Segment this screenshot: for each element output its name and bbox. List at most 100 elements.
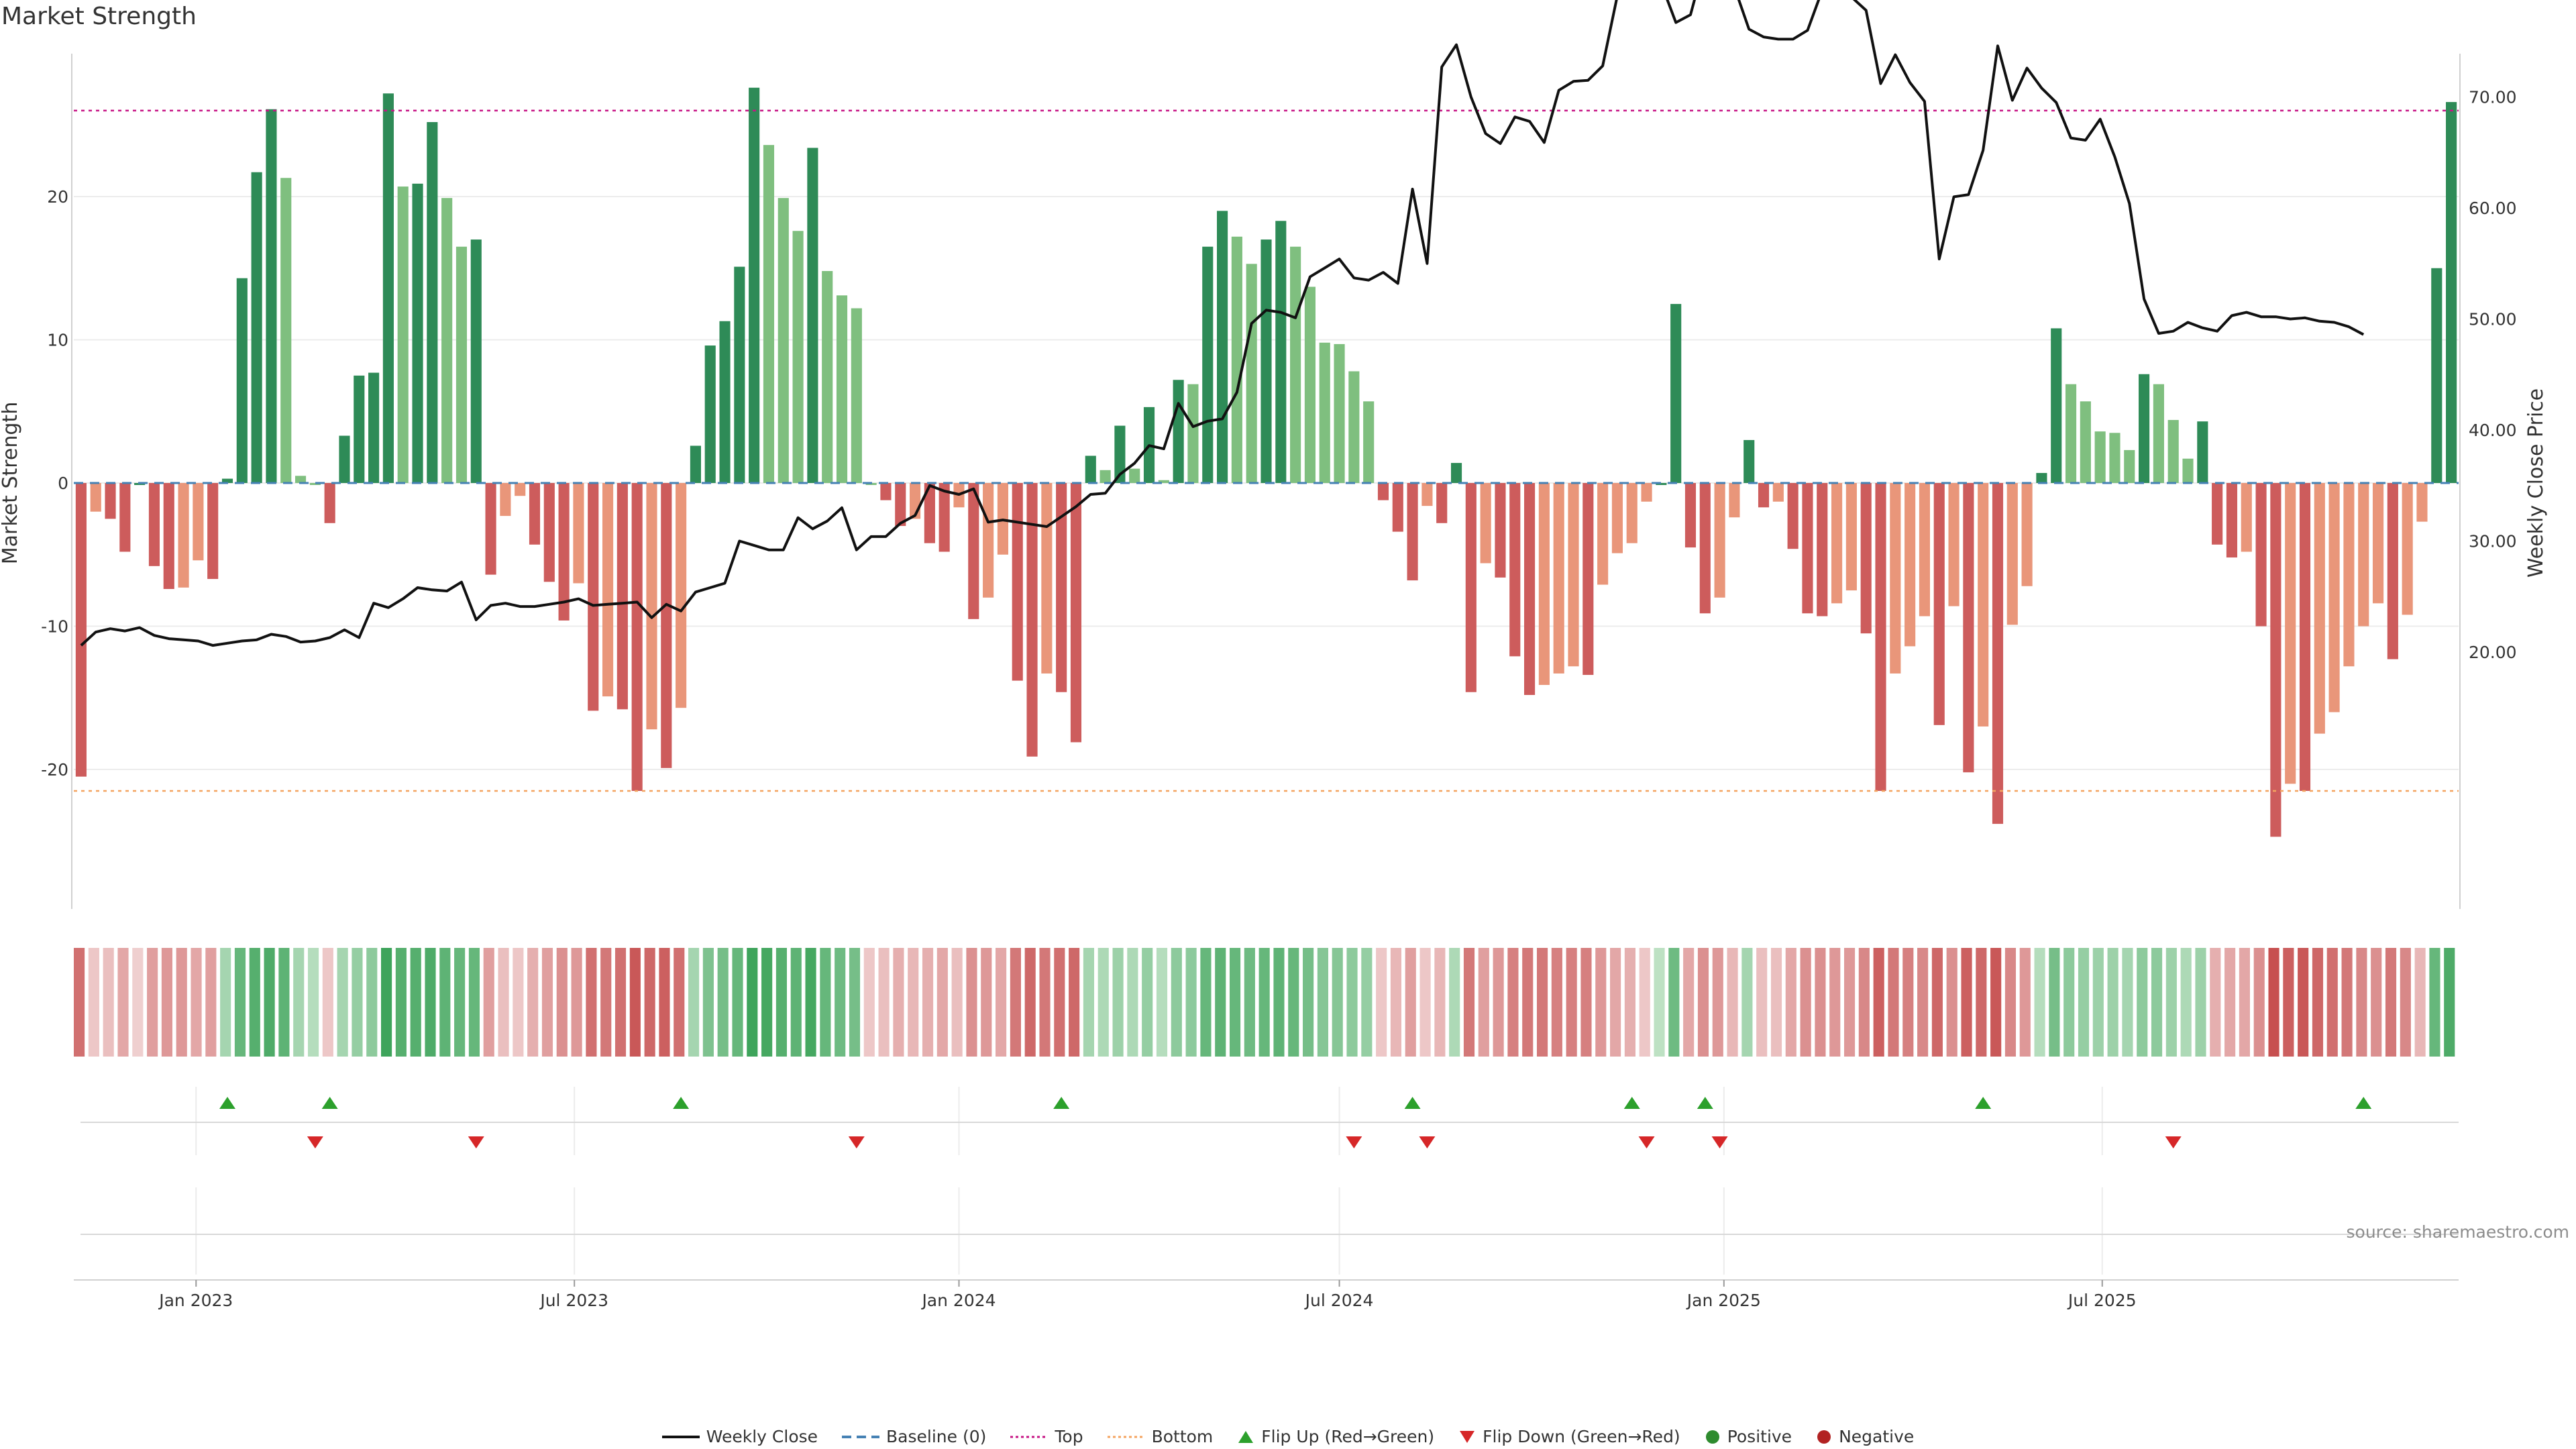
strength-bar	[1670, 304, 1682, 483]
legend-bottom: Bottom	[1107, 1427, 1213, 1446]
heat-cell	[307, 948, 319, 1057]
heat-cell	[922, 948, 934, 1057]
strength-bar	[1348, 371, 1360, 483]
heat-cell	[1185, 948, 1197, 1057]
strength-bar	[1875, 483, 1886, 792]
strength-bar	[661, 483, 672, 768]
heat-cell	[117, 948, 129, 1057]
strength-bar	[2314, 483, 2325, 734]
strength-bar	[616, 483, 628, 710]
heat-cell	[717, 948, 729, 1057]
heat-cell	[249, 948, 260, 1057]
heat-cell	[702, 948, 714, 1057]
heat-cell	[1624, 948, 1635, 1057]
strength-bar	[1129, 468, 1140, 483]
strength-bar	[397, 186, 409, 483]
heat-cell	[2400, 948, 2411, 1057]
heat-cell	[644, 948, 655, 1057]
flip-down-marker	[2165, 1136, 2182, 1148]
strength-bar	[1495, 483, 1506, 578]
strength-bar	[1012, 483, 1023, 681]
y-axis-label: Market Strength	[0, 402, 22, 564]
heat-cell	[264, 948, 275, 1057]
heat-cell	[1683, 948, 1695, 1057]
x-tick-label: Jan 2023	[158, 1291, 233, 1310]
heat-cell	[1405, 948, 1416, 1057]
heat-cell	[1449, 948, 1460, 1057]
strength-bar	[1743, 439, 1755, 483]
strength-bar	[105, 483, 116, 519]
heat-cell	[2283, 948, 2294, 1057]
chart-title: Market Strength	[1, 3, 197, 30]
strength-bar	[2446, 102, 2457, 484]
strength-bar	[1904, 483, 1916, 647]
heat-cell	[103, 948, 114, 1057]
heat-cell	[2137, 948, 2148, 1057]
strength-bar	[1392, 483, 1403, 532]
heat-cell	[674, 948, 685, 1057]
heat-cell	[2049, 948, 2060, 1057]
source-credit: source: sharemaestro.com	[2346, 1222, 2570, 1242]
heat-cell	[1770, 948, 1782, 1057]
heat-cell	[2092, 948, 2104, 1057]
strength-bar	[836, 295, 848, 483]
strength-bar	[294, 476, 307, 483]
strength-bar	[1217, 211, 1228, 483]
heat-cell	[1200, 948, 1212, 1057]
heat-cell	[1493, 948, 1504, 1057]
heat-cell	[614, 948, 627, 1057]
strength-bar	[763, 145, 775, 483]
strength-bar	[1787, 483, 1799, 549]
strength-bar	[2255, 483, 2267, 627]
heat-cell	[966, 948, 977, 1057]
heat-cell	[425, 948, 436, 1057]
heat-cell	[747, 948, 758, 1057]
strength-bar	[485, 483, 496, 575]
heat-cell	[863, 948, 875, 1057]
strength-bar	[280, 178, 292, 483]
strength-bar	[1553, 483, 1564, 674]
strength-bar	[500, 483, 511, 517]
strength-bar	[1802, 483, 1813, 614]
strength-bar	[1377, 483, 1389, 500]
heat-cell	[395, 948, 407, 1057]
flip-down-marker	[307, 1136, 323, 1148]
strength-bar	[1714, 483, 1725, 598]
strength-bar	[1099, 470, 1111, 483]
strength-bars	[75, 87, 2457, 837]
heat-cell	[1478, 948, 1489, 1057]
legend-label: Weekly Close	[706, 1427, 818, 1446]
strength-bar	[207, 483, 219, 580]
heat-cell	[571, 948, 582, 1057]
heat-cell	[775, 948, 788, 1057]
strength-bar	[1260, 239, 1272, 483]
strength-bar	[573, 483, 584, 584]
strength-bar	[1319, 342, 1330, 483]
strength-bar	[1202, 246, 1214, 483]
heat-cell	[1097, 948, 1109, 1057]
legend-label: Flip Up (Red→Green)	[1261, 1427, 1435, 1446]
strength-bar	[1582, 483, 1594, 676]
heat-cell	[1215, 948, 1226, 1057]
strength-bar	[676, 483, 687, 708]
triangle-up-icon	[1238, 1430, 1254, 1443]
flip-up-marker	[219, 1097, 236, 1109]
strength-bar	[412, 183, 423, 483]
legend-label: Top	[1055, 1427, 1083, 1446]
heat-cell	[1390, 948, 1402, 1057]
heat-cell	[498, 948, 509, 1057]
flip-down-marker	[1711, 1136, 1728, 1148]
legend-weekly-close: Weekly Close	[661, 1427, 818, 1446]
heat-cell	[1258, 948, 1270, 1057]
heat-cell	[1961, 948, 1972, 1057]
heat-cell	[410, 948, 421, 1057]
legend-top: Top	[1010, 1427, 1083, 1446]
heat-cell	[1346, 948, 1358, 1057]
heat-cell	[2312, 948, 2324, 1057]
y2-axis-label: Weekly Close Price	[2524, 388, 2548, 578]
strength-bar	[1290, 246, 1301, 483]
strength-heatmap	[74, 948, 2455, 1057]
strength-bar	[1933, 483, 1945, 725]
heat-cell	[2341, 948, 2353, 1057]
weekly-close-line	[80, 0, 2365, 647]
